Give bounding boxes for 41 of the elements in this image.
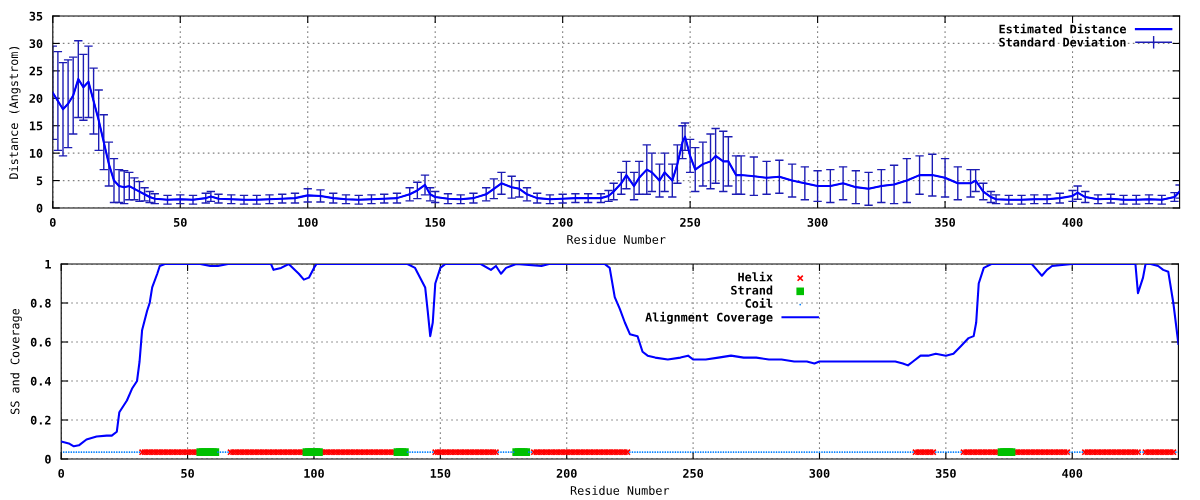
x-axis-title: Residue Number <box>570 485 670 495</box>
legend-label: Strand <box>731 285 773 295</box>
y-tick-label: 20 <box>29 94 43 103</box>
y-tick-label: 30 <box>29 39 43 49</box>
x-tick-label: 100 <box>298 217 318 227</box>
x-tick-label: 350 <box>935 468 956 478</box>
y-tick-label: 0.8 <box>30 298 51 308</box>
x-tick-label: 400 <box>1062 468 1083 478</box>
x-axis-title: Residue Number <box>567 234 666 244</box>
x-tick-label: 300 <box>809 468 830 478</box>
y-tick-label: 0.4 <box>30 376 51 386</box>
legend-label: Estimated Distance <box>999 23 1126 34</box>
x-tick-label: 0 <box>58 468 65 478</box>
legend-label: Standard Deviation <box>999 36 1126 47</box>
y-tick-label: 25 <box>29 66 43 76</box>
y-tick-label: 0 <box>45 454 51 464</box>
y-tick-label: 0.6 <box>30 337 51 347</box>
legend-label: Alignment Coverage <box>645 311 773 324</box>
x-tick-label: 400 <box>1062 217 1083 227</box>
x-tick-label: 300 <box>807 217 828 227</box>
y-axis-title: SS and Coverage <box>10 308 22 414</box>
x-tick-label: 150 <box>425 217 446 227</box>
legend-label: Coil <box>745 298 773 308</box>
y-tick-label: 5 <box>36 176 43 186</box>
y-tick-label: 35 <box>29 11 43 21</box>
y-axis-title: Distance (Angstrom) <box>9 46 21 179</box>
x-tick-label: 50 <box>181 468 194 478</box>
y-tick-label: 15 <box>29 121 43 131</box>
x-tick-label: 350 <box>935 217 956 227</box>
y-tick-label: 10 <box>29 148 43 158</box>
x-tick-label: 200 <box>556 468 577 478</box>
x-tick-label: 100 <box>304 468 324 478</box>
x-tick-label: 250 <box>680 217 701 227</box>
legend-label: Helix <box>738 271 773 282</box>
y-tick-label: 0.2 <box>30 415 51 425</box>
x-tick-label: 150 <box>430 468 451 478</box>
x-tick-label: 250 <box>683 468 704 478</box>
x-tick-label: 200 <box>552 217 573 227</box>
x-tick-label: 50 <box>173 217 187 227</box>
y-tick-label: 0 <box>36 203 43 213</box>
y-tick-label: 1 <box>45 259 51 269</box>
